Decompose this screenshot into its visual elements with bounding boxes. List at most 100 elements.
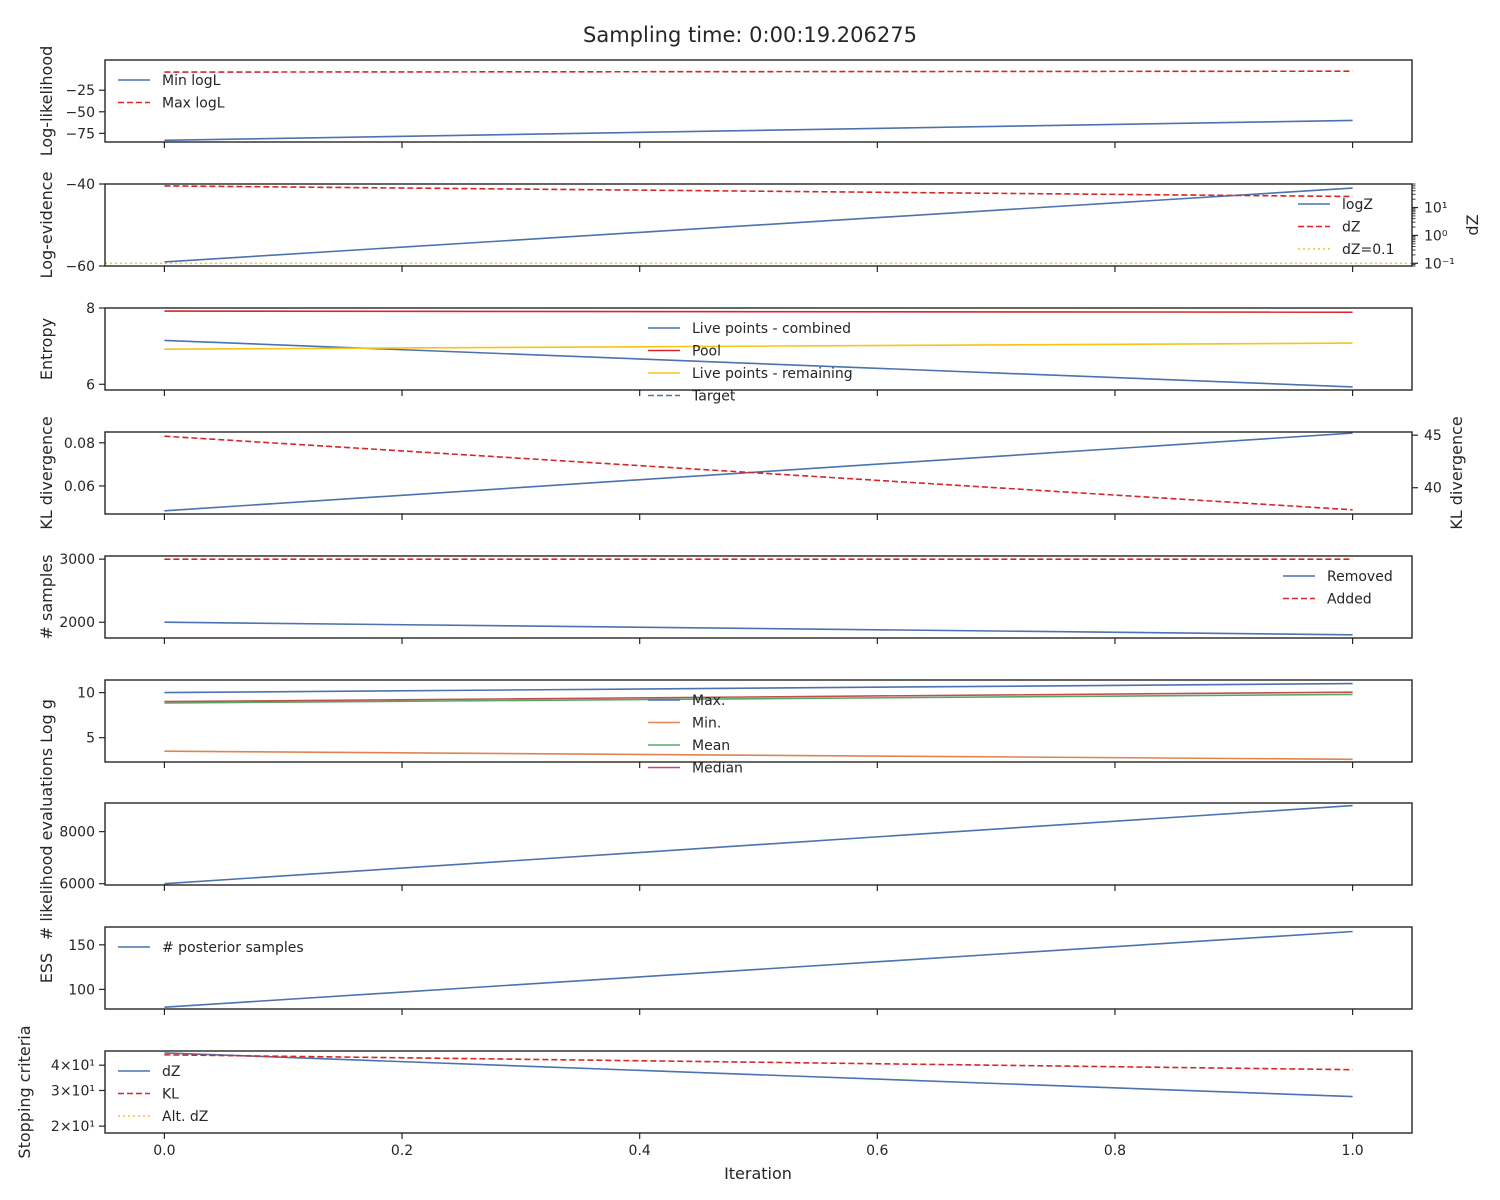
y-tick-label: −60 bbox=[65, 259, 95, 275]
legend-label: Alt. dZ bbox=[162, 1109, 208, 1125]
plot-area bbox=[164, 682, 1353, 761]
legend-label: Max logL bbox=[162, 96, 225, 112]
legend: Live points - combined Pool Live points - … bbox=[648, 321, 853, 405]
x-tick-label: 0.8 bbox=[1104, 1143, 1126, 1159]
subplot-4: 0.06 0.08 KL divergence 40 45 KL divergence bbox=[37, 416, 1466, 529]
legend: Min logL Max logL bbox=[118, 73, 225, 112]
y-tick-label: 100 bbox=[68, 982, 95, 998]
y-tick-label: 0.06 bbox=[64, 479, 95, 495]
legend-label: Added bbox=[1327, 592, 1372, 608]
x-tick-label: 1.0 bbox=[1341, 1143, 1363, 1159]
legend: logZ dZ dZ=0.1 bbox=[1298, 197, 1394, 258]
y-tick-label: 3×10¹ bbox=[51, 1083, 95, 1099]
legend-label: Live points - remaining bbox=[692, 366, 853, 382]
y2-tick-label: 10¹ bbox=[1424, 201, 1447, 217]
y2-tick-label: 10⁻¹ bbox=[1424, 256, 1455, 272]
figure-title: Sampling time: 0:00:19.206275 bbox=[583, 23, 917, 47]
axes-frame bbox=[104, 183, 1413, 267]
series-line-logz bbox=[164, 187, 1353, 263]
legend-label: Target bbox=[691, 389, 736, 405]
legend-label: dZ=0.1 bbox=[1342, 242, 1394, 258]
legend-label: # posterior samples bbox=[162, 940, 304, 956]
y-axis-label: ESS bbox=[37, 953, 56, 983]
axes-frame bbox=[104, 1050, 1413, 1134]
y-tick-label: −50 bbox=[65, 105, 95, 121]
y-tick-label: −75 bbox=[65, 126, 95, 142]
y-tick-label: 5 bbox=[86, 731, 95, 747]
series-line-live-points-remaining bbox=[164, 342, 1353, 351]
y-tick-label: 2000 bbox=[59, 615, 95, 631]
series-line-kl bbox=[164, 1054, 1353, 1071]
y-tick-label: 8000 bbox=[59, 825, 95, 841]
legend-label: Max. bbox=[692, 693, 725, 709]
subplot-2: −60 −40 Log-evidence 10⁻¹ 10⁰ 10¹ dZ logZ dZ dZ=0… bbox=[37, 172, 1482, 279]
series-line-series-2 bbox=[164, 435, 1353, 511]
series-line-median bbox=[164, 691, 1353, 703]
legend-label: KL bbox=[162, 1087, 179, 1103]
plot-area bbox=[164, 432, 1353, 512]
legend: dZ KL Alt. dZ bbox=[118, 1064, 208, 1125]
subplot-1: −75 −50 −25 Log-likelihood Min logL Max logL bbox=[37, 46, 1413, 157]
legend-label: dZ bbox=[1342, 220, 1360, 236]
y-axis-label: Entropy bbox=[37, 318, 56, 380]
y-tick-label: 8 bbox=[86, 301, 95, 317]
y-tick-label: 150 bbox=[68, 938, 95, 954]
series-line-min- bbox=[164, 750, 1353, 761]
y-axis-label: Log g bbox=[37, 699, 56, 743]
y-tick-label: 2×10¹ bbox=[51, 1119, 95, 1135]
plot-area bbox=[105, 185, 1412, 264]
y2-tick-label: 10⁰ bbox=[1424, 228, 1448, 244]
subplot-7: 6000 8000# likelihood evaluations bbox=[37, 748, 1413, 940]
series-line-dz bbox=[164, 1052, 1353, 1098]
y2-tick-label: 45 bbox=[1424, 428, 1442, 444]
subplot-6: 5 10 Log g Max. Min. Mean Median bbox=[37, 679, 1413, 777]
y-tick-label: 6000 bbox=[59, 877, 95, 893]
y-tick-label: 10 bbox=[77, 686, 95, 702]
y-tick-label: 3000 bbox=[59, 552, 95, 568]
legend-label: Min. bbox=[692, 716, 721, 732]
y2-tick-label: 40 bbox=[1424, 481, 1442, 497]
y-axis-label: KL divergence bbox=[37, 416, 56, 529]
axes-frame bbox=[104, 555, 1413, 639]
series-line-series-1 bbox=[164, 804, 1353, 885]
legend: Max. Min. Mean Median bbox=[648, 693, 743, 777]
axes-frame bbox=[104, 307, 1413, 391]
y-tick-label: 4×10¹ bbox=[51, 1058, 95, 1074]
y-tick-label: 6 bbox=[86, 377, 95, 393]
x-tick-label: 0.4 bbox=[629, 1143, 651, 1159]
axes-frame bbox=[104, 679, 1413, 763]
y-tick-label: −25 bbox=[65, 83, 95, 99]
legend-label: Removed bbox=[1327, 569, 1393, 585]
plot-area bbox=[164, 1052, 1353, 1098]
legend-label: Live points - combined bbox=[692, 321, 851, 337]
legend-label: Median bbox=[692, 761, 743, 777]
y-tick-label: 0.08 bbox=[64, 436, 95, 452]
plot-area bbox=[164, 558, 1353, 636]
series-line-pool bbox=[164, 310, 1353, 314]
legend-label: logZ bbox=[1342, 197, 1373, 213]
plot-area bbox=[164, 70, 1353, 142]
legend-label: Mean bbox=[692, 738, 730, 754]
x-axis-label: Iteration bbox=[724, 1164, 792, 1183]
x-tick-label: 0.0 bbox=[153, 1143, 175, 1159]
y-axis-label: # samples bbox=[37, 555, 56, 640]
series-line-mean bbox=[164, 693, 1353, 704]
subplot-9: 0.0 0.2 0.4 0.6 0.8 1.0 2×10¹ 3×10¹ 4×10¹ Stoppin… bbox=[15, 1025, 1413, 1159]
plot-area bbox=[164, 930, 1353, 1008]
series-line-removed bbox=[164, 621, 1353, 636]
plot-area bbox=[164, 310, 1353, 388]
x-tick-label: 0.2 bbox=[391, 1143, 413, 1159]
plot-area bbox=[164, 804, 1353, 885]
series-line-max-logl bbox=[164, 70, 1353, 73]
series-line-max- bbox=[164, 682, 1353, 694]
legend-label: Pool bbox=[692, 344, 721, 360]
y-tick-label: −40 bbox=[65, 177, 95, 193]
axes-frame bbox=[104, 926, 1413, 1010]
legend: # posterior samples bbox=[118, 940, 304, 956]
x-tick-label: 0.6 bbox=[866, 1143, 888, 1159]
series-line-dz bbox=[164, 185, 1353, 198]
y-axis-label: Log-likelihood bbox=[37, 46, 56, 157]
